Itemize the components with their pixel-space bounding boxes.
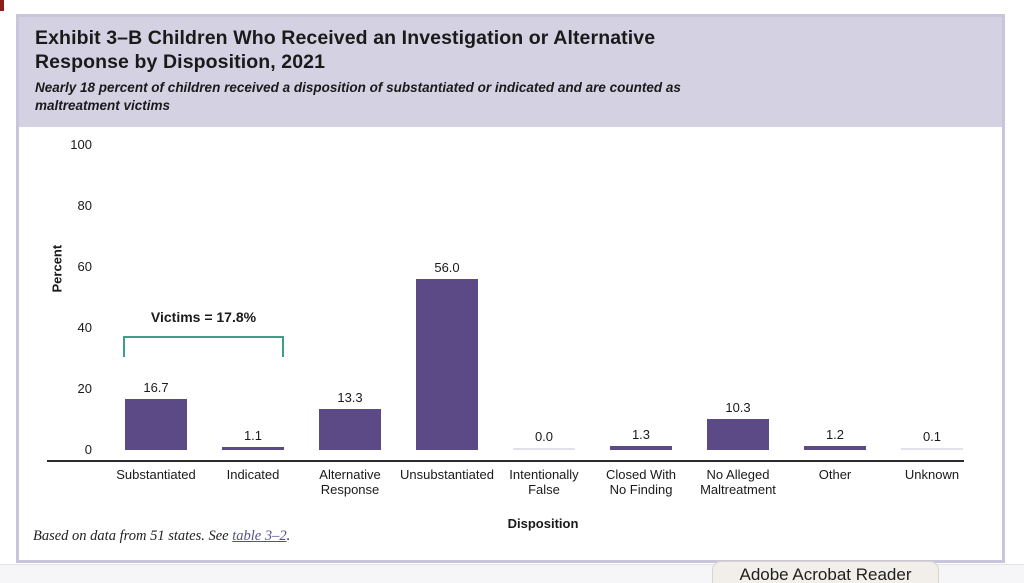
footnote-text: Based on data from 51 states. See xyxy=(33,528,233,544)
exhibit-header: Exhibit 3–B Children Who Received an Inv… xyxy=(19,17,1002,127)
exhibit-title-line2: Response by Disposition, 2021 xyxy=(35,50,326,73)
bar-value-label: 1.2 xyxy=(825,427,845,442)
x-axis-line xyxy=(47,460,964,462)
bar-unsubstantiated xyxy=(416,279,478,450)
category-label: No Alleged Maltreatment xyxy=(700,467,776,497)
bar-value-label: 0.0 xyxy=(534,429,554,444)
y-tick-label: 60 xyxy=(77,259,92,274)
exhibit-title: Exhibit 3–B Children Who Received an Inv… xyxy=(35,27,986,75)
exhibit-subtitle: Nearly 18 percent of children received a… xyxy=(35,79,986,115)
bar-value-label: 1.3 xyxy=(631,427,651,442)
category-label: Indicated xyxy=(226,467,280,482)
source-footnote: Based on data from 51 states. See table … xyxy=(33,528,290,545)
bar-value-label: 1.1 xyxy=(243,428,263,443)
bar-value-label: 13.3 xyxy=(337,390,363,405)
adobe-acrobat-reader-button[interactable]: Adobe Acrobat Reader xyxy=(712,561,939,583)
victims-annotation: Victims = 17.8% xyxy=(150,309,257,325)
exhibit-panel: Exhibit 3–B Children Who Received an Inv… xyxy=(16,14,1005,563)
table-3-2-link[interactable]: table 3–2 xyxy=(232,528,287,544)
category-label: Unsubstantiated xyxy=(400,467,494,482)
bar-value-label: 0.1 xyxy=(922,429,942,444)
y-axis-title: Percent xyxy=(49,244,65,293)
y-tick-label: 80 xyxy=(77,198,92,213)
bar-other xyxy=(804,446,866,450)
bar-value-label: 16.7 xyxy=(143,380,169,395)
exhibit-subtitle-line1: Nearly 18 percent of children received a… xyxy=(35,79,681,95)
bar-chart: Percent 0 20 40 60 80 100 Victims = 17.8% 16.… xyxy=(19,127,1002,560)
bar-substantiated xyxy=(125,399,187,450)
category-label: Substantiated xyxy=(116,467,196,482)
bar-intentionally-false xyxy=(513,448,575,450)
bar-no-alleged-maltreatment xyxy=(707,419,769,450)
footnote-period: . xyxy=(286,528,291,544)
bar-indicated xyxy=(222,447,284,450)
bar-alternative-response xyxy=(319,409,381,450)
category-label: Unknown xyxy=(904,467,960,482)
adobe-acrobat-reader-label: Adobe Acrobat Reader xyxy=(739,565,912,583)
y-tick-label: 0 xyxy=(84,442,92,457)
y-tick-label: 100 xyxy=(70,137,92,152)
category-label: Intentionally False xyxy=(509,467,579,497)
bar-closed-with-no-finding xyxy=(610,446,672,450)
category-label: Alternative Response xyxy=(319,467,381,497)
y-tick-label: 40 xyxy=(77,320,92,335)
page-corner-mark xyxy=(0,0,4,11)
x-axis-title: Disposition xyxy=(507,516,579,531)
y-tick-label: 20 xyxy=(77,381,92,396)
exhibit-title-line1: Exhibit 3–B Children Who Received an Inv… xyxy=(35,27,656,49)
bar-unknown xyxy=(901,448,963,450)
exhibit-subtitle-line2: maltreatment victims xyxy=(35,97,171,113)
bar-value-label: 56.0 xyxy=(434,260,460,275)
bar-value-label: 10.3 xyxy=(725,400,751,415)
victims-bracket xyxy=(123,336,284,357)
category-label: Other xyxy=(818,467,852,482)
category-label: Closed With No Finding xyxy=(605,467,677,497)
